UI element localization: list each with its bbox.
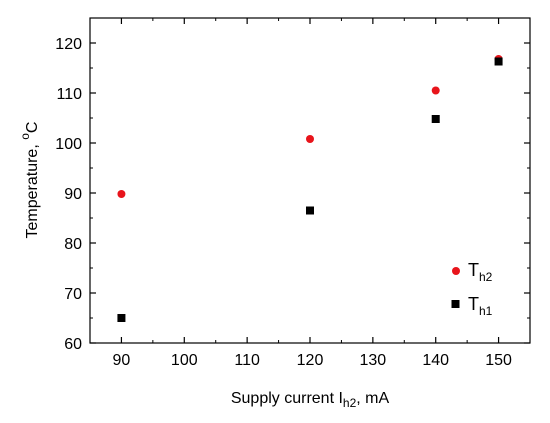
data-point-t-h1 — [431, 115, 440, 123]
x-tick-label: 120 — [297, 352, 324, 369]
legend-marker-th2 — [452, 267, 460, 275]
data-point-t-h1 — [306, 206, 314, 215]
y-tick-label: 100 — [55, 136, 82, 153]
x-tick-label: 90 — [113, 352, 131, 369]
legend-label-th2: Th2 — [468, 260, 493, 284]
data-point-t-h2 — [117, 190, 126, 198]
legend-marker-th1 — [451, 300, 460, 308]
y-axis-title-superscript: o — [18, 133, 32, 140]
y-tick-label: 60 — [64, 336, 82, 353]
legend-label-th2-sub: h2 — [479, 270, 493, 284]
data-point-t-h2 — [306, 135, 314, 143]
x-tick-label: 150 — [485, 352, 512, 369]
x-tick-label: 100 — [171, 352, 198, 369]
data-point-t-h1 — [494, 57, 503, 66]
plot-frame — [89, 17, 531, 344]
y-tick-label: 70 — [64, 286, 82, 303]
y-axis-ticks: 60 70 80 90 100 110 120 — [55, 17, 530, 353]
data-points — [117, 55, 503, 322]
y-tick-label: 120 — [55, 36, 82, 53]
x-axis-ticks: 90 100 110 120 130 140 150 — [89, 18, 531, 369]
legend: Th2 Th1 — [451, 260, 493, 318]
y-tick-label: 110 — [56, 86, 82, 103]
x-tick-label: 140 — [422, 352, 449, 369]
x-axis-title-subscript: h2 — [343, 396, 357, 410]
data-point-t-h2 — [431, 86, 440, 95]
legend-label-th1: Th1 — [468, 294, 493, 318]
x-axis-title: Supply current Ih2, mA — [231, 390, 390, 410]
y-tick-label: 90 — [64, 186, 82, 203]
y-axis-title-tail: C — [24, 122, 41, 134]
data-point-t-h1 — [117, 314, 126, 322]
y-axis-title: Temperature, oC — [18, 122, 41, 239]
x-axis-title-tail: , mA — [356, 390, 389, 407]
legend-label-th1-sub: h1 — [479, 304, 493, 318]
x-tick-label: 110 — [234, 352, 260, 369]
y-tick-label: 80 — [64, 236, 82, 253]
x-tick-label: 130 — [360, 352, 387, 369]
